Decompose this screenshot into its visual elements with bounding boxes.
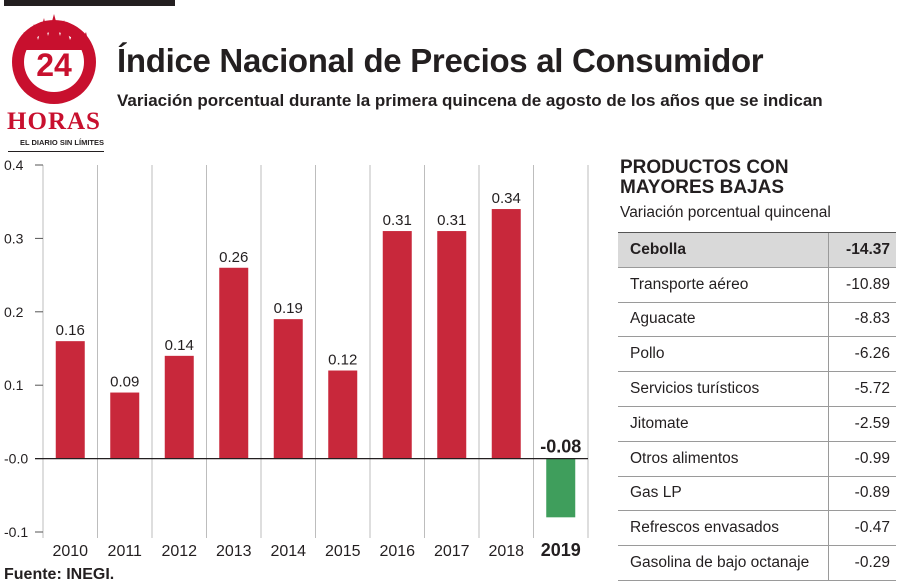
table-row: Refrescos envasados -0.47 [618, 511, 896, 546]
product-name: Cebolla [618, 233, 829, 267]
logo-tagline: EL DIARIO SIN LÍMITES [8, 138, 104, 147]
product-value: -0.47 [829, 519, 896, 537]
data-label: 0.12 [328, 352, 357, 369]
product-value: -0.29 [829, 554, 896, 572]
product-value: -10.89 [829, 276, 896, 294]
x-tick-label: 2010 [52, 543, 88, 560]
product-name: Servicios turísticos [618, 372, 829, 406]
product-name: Otros alimentos [618, 442, 829, 476]
product-value: -6.26 [829, 345, 896, 363]
product-value: -5.72 [829, 380, 896, 398]
top-rule [4, 0, 175, 6]
logo-name: HORAS [4, 108, 104, 136]
y-tick-label: 0.2 [4, 304, 24, 320]
page-title: Índice Nacional de Precios al Consumidor [117, 42, 763, 80]
data-label: 0.09 [110, 374, 139, 391]
source-note: Fuente: INEGI. [4, 566, 114, 584]
bar [274, 319, 303, 458]
bar [219, 268, 248, 459]
table-row: Aguacate -8.83 [618, 303, 896, 338]
y-tick-label: 0.1 [4, 377, 24, 393]
product-name: Pollo [618, 337, 829, 371]
x-tick-label: 2014 [270, 543, 306, 560]
x-tick-label: 2016 [379, 543, 415, 560]
products-table: Cebolla -14.37 Transporte aéreo -10.89 Aguac… [618, 232, 896, 581]
table-row: Pollo -6.26 [618, 337, 896, 372]
data-label: 0.34 [492, 190, 521, 207]
bar [328, 371, 357, 459]
table-row: Servicios turísticos -5.72 [618, 372, 896, 407]
bar [546, 459, 575, 518]
table-row: Otros alimentos -0.99 [618, 442, 896, 477]
x-tick-label: 2019 [541, 540, 581, 560]
bar [383, 231, 412, 459]
product-value: -14.37 [829, 241, 896, 259]
product-name: Transporte aéreo [618, 268, 829, 302]
logo-emblem-icon: 24 [4, 10, 104, 110]
bar [110, 393, 139, 459]
product-value: -0.99 [829, 450, 896, 468]
table-subtitle: Variación porcentual quincenal [620, 204, 831, 222]
x-tick-label: 2012 [161, 543, 197, 560]
bar [56, 341, 85, 458]
x-tick-label: 2015 [325, 543, 361, 560]
bar-chart: -0.1 -0.0 0.1 0.2 0.3 0.4 0.16 2010 0.09 2011 0.14… [0, 150, 600, 565]
bar [492, 209, 521, 459]
bar [165, 356, 194, 459]
product-value: -8.83 [829, 310, 896, 328]
table-row: Transporte aéreo -10.89 [618, 268, 896, 303]
x-tick-label: 2018 [488, 543, 524, 560]
x-tick-label: 2017 [434, 543, 470, 560]
data-label: 0.31 [437, 212, 466, 229]
bar [437, 231, 466, 459]
logo-number: 24 [36, 47, 72, 83]
table-row: Gas LP -0.89 [618, 477, 896, 512]
page-subtitle: Variación porcentual durante la primera … [117, 91, 823, 111]
product-name: Refrescos envasados [618, 511, 829, 545]
product-name: Jitomate [618, 407, 829, 441]
table-row: Jitomate -2.59 [618, 407, 896, 442]
product-name: Gas LP [618, 477, 829, 511]
product-name: Gasolina de bajo octanaje [618, 546, 829, 580]
y-tick-label: -0.1 [4, 524, 28, 540]
data-label: 0.16 [56, 322, 85, 339]
table-title: PRODUCTOS CON MAYORES BAJAS [620, 158, 880, 198]
table-row: Cebolla -14.37 [618, 233, 896, 268]
product-value: -2.59 [829, 415, 896, 433]
logo: 24 HORAS EL DIARIO SIN LÍMITES [4, 10, 104, 150]
y-tick-label: -0.0 [4, 451, 28, 467]
data-label: -0.08 [540, 437, 581, 457]
table-row: Gasolina de bajo octanaje -0.29 [618, 546, 896, 581]
x-tick-label: 2013 [216, 543, 252, 560]
product-value: -0.89 [829, 484, 896, 502]
data-label: 0.19 [274, 300, 303, 317]
data-label: 0.31 [383, 212, 412, 229]
y-tick-label: 0.3 [4, 230, 24, 246]
y-tick-label: 0.4 [4, 157, 24, 173]
data-label: 0.26 [219, 249, 248, 266]
x-tick-label: 2011 [108, 543, 143, 560]
product-name: Aguacate [618, 303, 829, 337]
data-label: 0.14 [165, 337, 194, 354]
